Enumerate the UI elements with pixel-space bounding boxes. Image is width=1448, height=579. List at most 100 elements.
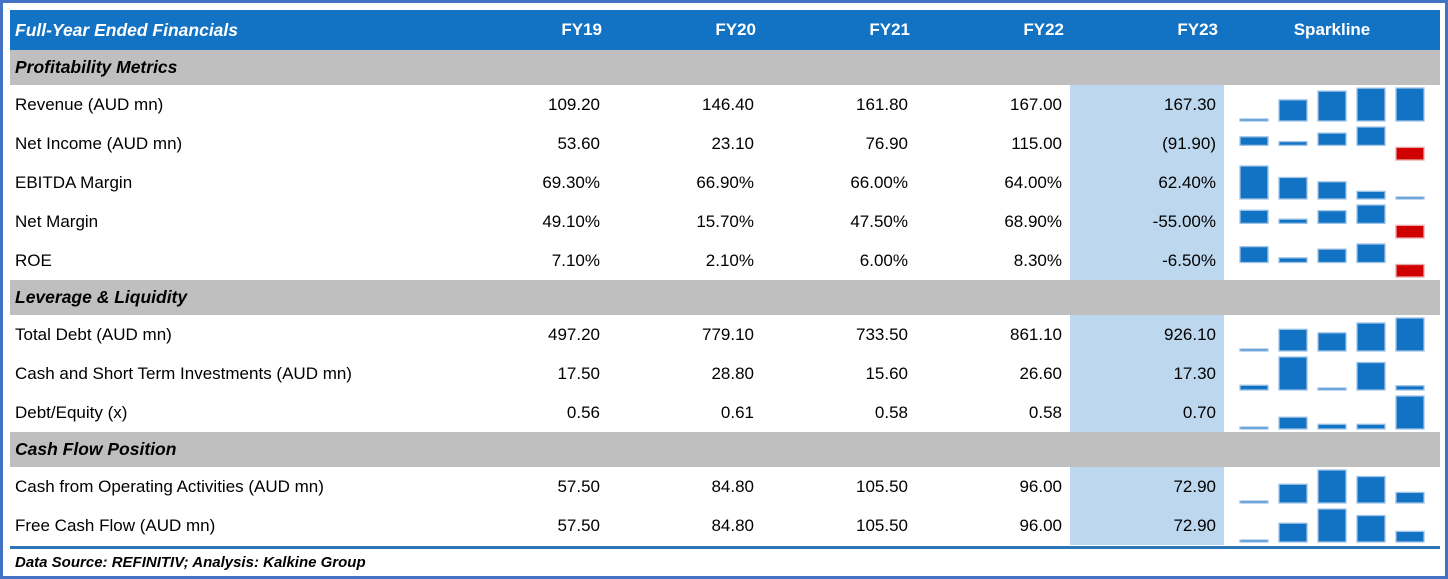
- value-cell-fy22: 64.00%: [1004, 172, 1062, 192]
- sparkline-bar-negative: [1395, 263, 1425, 278]
- column-header-fy21: FY21: [869, 20, 910, 39]
- table-row: ROE 7.10% 2.10% 6.00% 8.30% -6.50%: [10, 241, 1440, 280]
- sparkline-cell: [1224, 85, 1440, 124]
- sparkline-bar: [1278, 328, 1308, 352]
- value-cell-fy22: 68.90%: [1004, 211, 1062, 231]
- value-cell-fy22: 167.00: [1010, 94, 1062, 114]
- sparkline-bar: [1239, 539, 1269, 543]
- table-row: Free Cash Flow (AUD mn) 57.50 84.80 105.50 9…: [10, 506, 1440, 545]
- sparkline-bar: [1317, 508, 1347, 543]
- section-title: Profitability Metrics: [15, 57, 178, 77]
- value-cell-fy22: 96.00: [1019, 515, 1062, 535]
- metric-label: EBITDA Margin: [15, 172, 133, 192]
- value-cell-fy19: 497.20: [548, 324, 600, 344]
- table-row: Total Debt (AUD mn) 497.20 779.10 733.50 861…: [10, 315, 1440, 354]
- value-cell-fy23: 167.30: [1070, 85, 1224, 124]
- sparkline-bar: [1278, 483, 1308, 504]
- sparkline-chart: [1239, 165, 1425, 200]
- sparkline-cell: [1224, 315, 1440, 354]
- metric-label: Free Cash Flow (AUD mn): [15, 515, 216, 535]
- sparkline-bar: [1278, 416, 1308, 430]
- table-row: Debt/Equity (x) 0.56 0.61 0.58 0.58 0.70: [10, 393, 1440, 432]
- table-row: Net Income (AUD mn) 53.60 23.10 76.90 115.00…: [10, 124, 1440, 163]
- sparkline-cell: [1224, 467, 1440, 506]
- sparkline-bar: [1317, 90, 1347, 122]
- value-cell-fy23: 926.10: [1070, 315, 1224, 354]
- sparkline-bar-negative: [1395, 224, 1425, 239]
- sparkline-bar: [1356, 87, 1386, 122]
- section-header-row: Leverage & Liquidity: [10, 280, 1440, 315]
- table-row: Cash and Short Term Investments (AUD mn)…: [10, 354, 1440, 393]
- value-cell-fy23: 72.90: [1070, 506, 1224, 545]
- sparkline-bar: [1317, 423, 1347, 430]
- sparkline-bar: [1317, 469, 1347, 504]
- sparkline-bar: [1278, 99, 1308, 122]
- sparkline-bar: [1278, 356, 1308, 391]
- sparkline-bar: [1356, 475, 1386, 504]
- value-cell-fy19: 69.30%: [542, 172, 600, 192]
- sparkline-chart: [1239, 356, 1425, 391]
- value-cell-fy23: (91.90): [1070, 124, 1224, 163]
- bottom-rule: [10, 546, 1440, 549]
- value-cell-fy22: 0.58: [1028, 402, 1062, 422]
- sparkline-bar: [1356, 190, 1386, 200]
- section-header-row: Cash Flow Position: [10, 432, 1440, 467]
- value-cell-fy22: 861.10: [1010, 324, 1062, 344]
- value-cell-fy20: 146.40: [702, 94, 754, 114]
- metric-label: Revenue (AUD mn): [15, 94, 164, 114]
- sparkline-bar: [1317, 132, 1347, 146]
- data-source-note: Data Source: REFINITIV; Analysis: Kalkin…: [15, 553, 366, 571]
- sparkline-bar: [1239, 426, 1269, 430]
- value-cell-fy21: 66.00%: [850, 172, 908, 192]
- sparkline-bar: [1239, 500, 1269, 504]
- sparkline-chart: [1239, 87, 1425, 122]
- value-cell-fy22: 96.00: [1019, 476, 1062, 496]
- sparkline-bar: [1239, 384, 1269, 391]
- sparkline-bar: [1278, 218, 1308, 225]
- value-cell-fy20: 0.61: [720, 402, 754, 422]
- value-cell-fy21: 76.90: [865, 133, 908, 153]
- sparkline-bar: [1356, 322, 1386, 352]
- section-title: Leverage & Liquidity: [15, 287, 188, 307]
- sparkline-bar: [1317, 387, 1347, 391]
- section-title: Cash Flow Position: [15, 439, 177, 459]
- sparkline-bar: [1317, 248, 1347, 264]
- sparkline-bar: [1395, 385, 1425, 391]
- value-cell-fy21: 733.50: [856, 324, 908, 344]
- value-cell-fy23: 62.40%: [1070, 163, 1224, 202]
- value-cell-fy21: 0.58: [874, 402, 908, 422]
- sparkline-bar: [1395, 196, 1425, 200]
- sparkline-bar: [1356, 126, 1386, 146]
- value-cell-fy19: 53.60: [557, 133, 600, 153]
- column-header-fy20: FY20: [715, 20, 756, 39]
- section-header-row: Profitability Metrics: [10, 50, 1440, 85]
- value-cell-fy22: 26.60: [1019, 363, 1062, 383]
- value-cell-fy19: 17.50: [557, 363, 600, 383]
- sparkline-chart: [1239, 469, 1425, 504]
- sparkline-bar: [1395, 491, 1425, 504]
- table-header-row: Full-Year Ended Financials FY19 FY20 FY2…: [10, 10, 1440, 50]
- value-cell-fy20: 23.10: [711, 133, 754, 153]
- value-cell-fy21: 47.50%: [850, 211, 908, 231]
- sparkline-bar: [1239, 348, 1269, 352]
- sparkline-cell: [1224, 354, 1440, 393]
- sparkline-bar: [1395, 317, 1425, 352]
- metric-label: Cash from Operating Activities (AUD mn): [15, 476, 324, 496]
- sparkline-cell: [1224, 202, 1440, 241]
- sparkline-bar: [1239, 246, 1269, 264]
- value-cell-fy19: 49.10%: [542, 211, 600, 231]
- table-row: Cash from Operating Activities (AUD mn) 5…: [10, 467, 1440, 506]
- table-row: EBITDA Margin 69.30% 66.90% 66.00% 64.00% 62.…: [10, 163, 1440, 202]
- sparkline-bar: [1278, 141, 1308, 146]
- column-header-fy23: FY23: [1177, 20, 1218, 39]
- sparkline-bar: [1239, 165, 1269, 200]
- sparkline-bar: [1239, 209, 1269, 225]
- metric-label: Debt/Equity (x): [15, 402, 128, 422]
- value-cell-fy22: 8.30%: [1013, 250, 1062, 270]
- value-cell-fy21: 6.00%: [859, 250, 908, 270]
- sparkline-cell: [1224, 163, 1440, 202]
- sparkline-cell: [1224, 393, 1440, 432]
- sparkline-bar-negative: [1395, 146, 1425, 161]
- value-cell-fy19: 109.20: [548, 94, 600, 114]
- sparkline-bar: [1278, 522, 1308, 543]
